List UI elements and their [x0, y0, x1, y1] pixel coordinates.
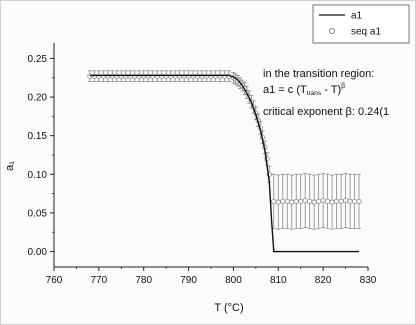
x-tick-label: 790: [180, 275, 197, 286]
x-tick-label: 830: [360, 275, 377, 286]
seq-a1-point: [338, 198, 344, 204]
annotation-formula-sub: trans: [307, 90, 322, 97]
y-tick-label: 0.20: [28, 93, 48, 104]
x-tick-label: 760: [46, 275, 63, 286]
seq-a1-point: [284, 198, 290, 204]
seq-a1-point: [96, 73, 102, 79]
annotation-formula-rest: - T): [321, 84, 341, 96]
seq-a1-point: [329, 199, 335, 205]
seq-a1-point: [347, 198, 353, 204]
x-tick-label: 770: [91, 275, 108, 286]
seq-a1-point: [342, 197, 349, 204]
seq-a1-point: [203, 73, 210, 79]
seq-a1-point: [168, 73, 174, 79]
seq-a1-point: [217, 73, 223, 79]
legend-marker-swatch: [328, 27, 336, 35]
seq-a1-point: [91, 73, 97, 79]
annotation-formula-main: a1 = c (T: [263, 84, 307, 96]
axes: 760 770 780 790 800 810 820 830 0.00 0.05 0.10 0.15…: [28, 43, 377, 286]
seq-a1-point: [114, 73, 120, 79]
y-tick-label: 0.10: [28, 170, 48, 181]
seq-a1-point: [154, 73, 160, 79]
seq-a1-point: [275, 199, 281, 205]
legend-box: [312, 4, 410, 44]
seq-a1-point: [325, 198, 331, 204]
a1-line: [89, 74, 359, 253]
seq-a1-point: [199, 73, 205, 79]
seq-a1-point: [132, 73, 138, 79]
annotation-formula: a1 = c (Ttrans - T)β: [263, 83, 345, 97]
seq-a1-point: [100, 73, 106, 79]
x-tick-label: 780: [135, 275, 152, 286]
seq-a1-point: [177, 73, 183, 79]
seq-a1-point: [316, 198, 322, 204]
seq-a1-point: [172, 73, 178, 79]
annotation-formula-sup: β: [341, 83, 345, 90]
x-tick-label: 800: [225, 275, 242, 286]
y-tick-label: 0.05: [28, 208, 48, 219]
y-axis-label: a₁: [4, 161, 16, 171]
seq-a1-point: [302, 197, 308, 204]
y-tick-label: 0.25: [28, 54, 48, 65]
seq-a1-point: [150, 73, 156, 79]
seq-a1-point: [320, 197, 326, 204]
seq-a1-point: [163, 73, 169, 79]
seq-a1-point: [190, 73, 196, 79]
seq-a1-point: [208, 73, 214, 79]
seq-a1-point: [136, 73, 142, 79]
legend-label-seq-a1: seq a1: [351, 27, 381, 38]
x-tick-label: 810: [270, 275, 287, 286]
legend: a1 seq a1: [312, 4, 410, 44]
seq-a1-point: [194, 73, 201, 79]
seq-a1-point: [145, 73, 151, 79]
seq-a1-point: [118, 73, 124, 79]
seq-a1-point: [356, 198, 362, 204]
seq-a1-point: [87, 73, 93, 79]
seq-a1-point: [123, 73, 129, 79]
seq-a1-point: [311, 199, 317, 205]
seq-a1-point: [271, 198, 277, 204]
legend-label-a1: a1: [351, 11, 363, 22]
seq-a1-point: [307, 198, 313, 204]
x-tick-label: 820: [315, 275, 332, 286]
seq-a1-point: [289, 199, 295, 205]
annotation-line-1: in the transition region:: [263, 68, 374, 80]
seq-a1-point: [212, 73, 219, 79]
seq-a1-point: [351, 198, 358, 204]
seq-a1-point: [105, 73, 111, 79]
seq-a1-point: [109, 73, 115, 79]
y-tick-label: 0.00: [28, 247, 48, 258]
marks: [87, 70, 362, 253]
seq-a1-point: [181, 73, 187, 79]
seq-a1-point: [127, 73, 133, 79]
seq-a1-point: [185, 73, 192, 79]
seq-a1-point: [333, 198, 340, 204]
seq-a1-point: [159, 73, 165, 79]
seq-a1-point: [298, 198, 304, 204]
seq-a1-point: [221, 73, 228, 79]
y-tick-label: 0.15: [28, 131, 48, 142]
seq-a1-point: [141, 73, 147, 79]
x-axis-label: T (°C): [214, 302, 243, 314]
seq-a1-point: [293, 198, 299, 204]
annotation-exponent: critical exponent β: 0.24(1: [263, 106, 389, 118]
seq-a1-point: [280, 198, 286, 204]
